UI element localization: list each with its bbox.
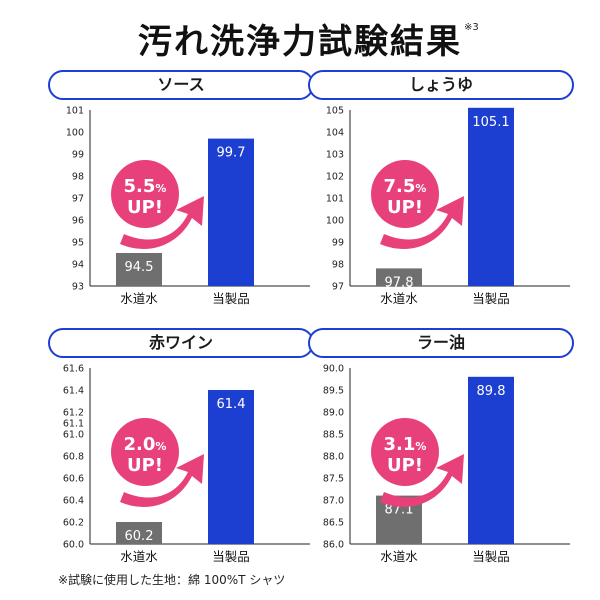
x-category-label: 当製品 [472,549,510,564]
x-category-label: 当製品 [212,291,250,306]
x-category-label: 当製品 [212,549,250,564]
y-tick-label: 90.0 [323,364,344,375]
chart-panel-chili-oil: ラー油 86.0 86.5 87.0 87.5 88.0 88.5 89.0 89.5 90.0… [308,328,578,578]
bar-value-label: 89.8 [477,384,506,399]
y-tick-label: 88.0 [323,452,344,463]
y-tick-label: 104 [326,128,344,139]
badge-up-text: UP! [387,197,423,218]
y-tick-label: 93 [72,282,84,293]
bar-value-label: 99.7 [217,146,246,161]
y-tick-label: 60.2 [63,518,84,529]
footnote: ※試験に使用した生地：綿 100%T シャツ [58,573,286,587]
x-category-label: 当製品 [472,291,510,306]
bar-chart-red-wine: 60.0 60.2 60.4 60.6 60.8 61.061.161.2 61.4 61.6… [63,364,310,564]
badge-circle [111,418,179,486]
y-tick-label: 61.0 [63,430,84,441]
y-tick-label: 96 [72,216,84,227]
bar-tap-water [116,522,162,544]
badge-up-text: UP! [387,455,423,476]
y-tick-label: 102 [326,172,344,183]
badge-circle [371,418,439,486]
up-arrow-icon [380,196,464,249]
y-tick-label: 89.0 [323,408,344,419]
bar-tap-water [376,268,422,286]
page-title: 汚れ洗浄力試験結果 [138,22,462,62]
chart-panel-sauce: ソース 93 94 95 96 97 98 99 100 101 94.5 水道水 99.7 当製品 5.… [48,70,318,320]
bar-product [208,390,254,544]
y-tick-label: 100 [66,128,84,139]
badge-circle [111,160,179,228]
x-category-label: 水道水 [120,549,158,564]
y-tick-label: 60.6 [63,474,84,485]
bar-value-label: 94.5 [125,260,154,275]
title-footnote-mark: ※3 [464,22,479,33]
y-tick-label: 60.0 [63,540,84,551]
y-tick-label: 98 [72,172,84,183]
y-tick-label: 86.5 [323,518,344,529]
bar-value-label: 60.2 [125,529,154,544]
y-tick-label: 100 [326,216,344,227]
y-tick-label: 99 [332,238,344,249]
y-tick-label: 95 [72,238,84,249]
chart-title-pill: しょうゆ [308,70,574,100]
y-tick-label: 97 [72,194,84,205]
badge-up-text: UP! [127,455,163,476]
y-tick-label: 88.5 [323,430,344,441]
bar-value-label: 61.4 [217,397,246,412]
bar-chart-sauce: 93 94 95 96 97 98 99 100 101 94.5 水道水 99.7 当製品 5.5%UP… [66,106,310,306]
y-tick-label: 87.5 [323,474,344,485]
badge-percent-text: 7.5% [384,176,427,197]
x-category-label: 水道水 [120,291,158,306]
x-category-label: 水道水 [380,549,418,564]
bar-value-label: 97.8 [385,275,414,290]
y-tick-label: 101 [66,106,84,117]
bar-chart-chili-oil: 86.086.587.087.588.088.589.089.590.087.1… [323,364,570,564]
up-arrow-icon [120,196,204,249]
badge-circle [371,160,439,228]
up-arrow-icon [120,454,204,507]
y-tick-label: 60.8 [63,452,84,463]
percent-up-badge: 3.1%UP! [371,418,464,507]
badge-percent-text: 2.0% [124,434,167,455]
bar-product [208,138,254,286]
chart-panel-red-wine: 赤ワイン 60.0 60.2 60.4 60.6 60.8 61.0 61.1 61.2 61.… [48,328,318,578]
x-category-label: 水道水 [380,291,418,306]
bar-tap-water [116,253,162,286]
percent-up-badge: 2.0%UP! [111,418,204,507]
badge-percent-text: 3.1% [384,434,427,455]
y-tick-label: 101 [326,194,344,205]
y-tick-label: 86.0 [323,540,344,551]
y-tick-label: 89.5 [323,386,344,397]
bar-product [468,107,514,286]
y-tick-label: 61.6 [63,364,84,375]
chart-title-pill: ラー油 [308,328,574,358]
badge-percent-text: 5.5% [124,176,167,197]
y-tick-label: 61.2 [63,408,84,419]
y-tick-label: 98 [332,260,344,271]
badge-up-text: UP! [127,197,163,218]
chart-title-pill: 赤ワイン [48,328,314,358]
bar-value-label: 105.1 [472,115,509,130]
bar-product [468,376,514,544]
percent-up-badge: 5.5%UP! [111,160,204,249]
percent-up-badge: 7.5%UP! [371,160,464,249]
y-tick-label: 105 [326,106,344,117]
y-tick-label: 61.4 [63,386,84,397]
y-tick-label: 60.4 [63,496,84,507]
up-arrow-icon [380,454,464,507]
y-tick-label: 103 [326,150,344,161]
y-tick-label: 87.0 [323,496,344,507]
y-tick-label: 94 [72,260,84,271]
y-tick-label: 97 [332,282,344,293]
chart-title-pill: ソース [48,70,314,100]
y-tick-label: 99 [72,150,84,161]
y-tick-label: 61.1 [63,419,84,430]
chart-panel-soy-sauce: しょうゆ 97 98 99 100 101 102 103 104 105 97.8 水道水 105.… [308,70,578,320]
